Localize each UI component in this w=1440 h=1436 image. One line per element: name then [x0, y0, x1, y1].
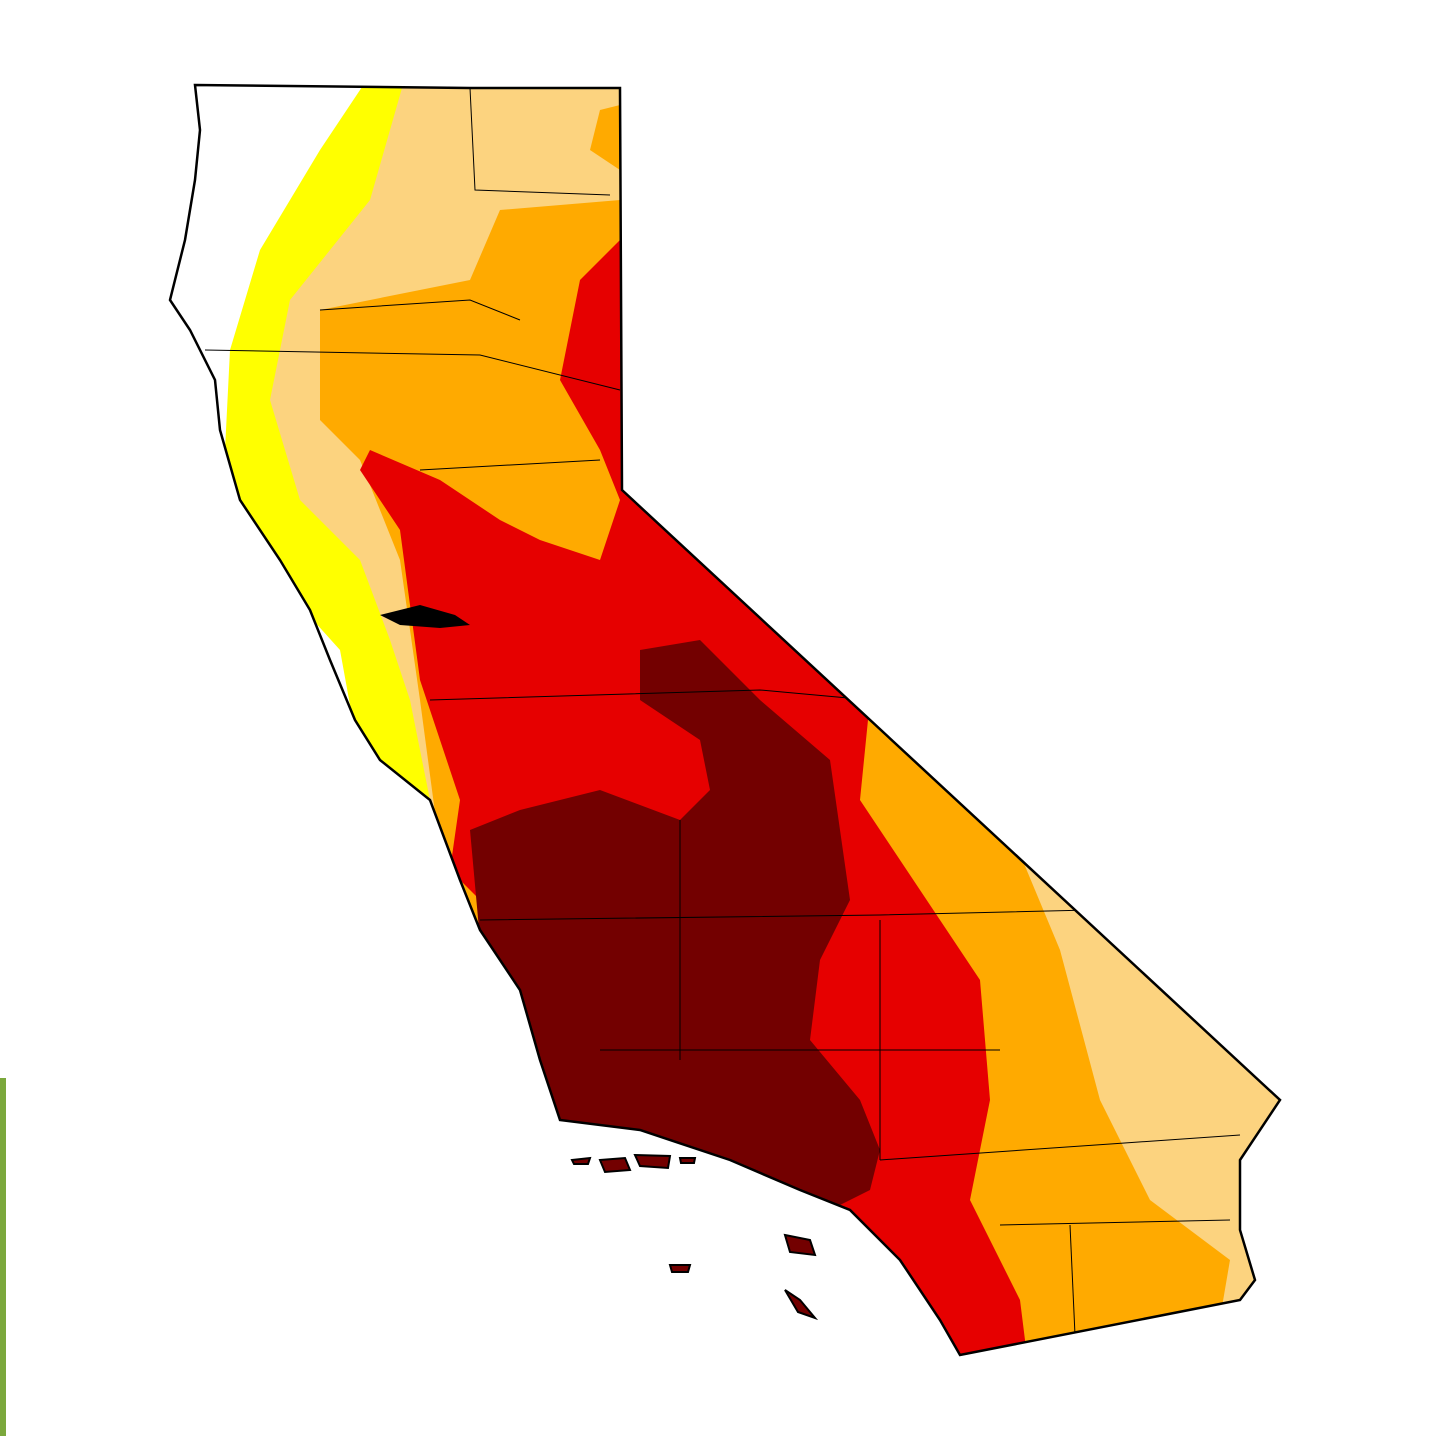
county-line — [479, 909, 1091, 921]
island — [783, 1233, 817, 1257]
island — [784, 1289, 819, 1321]
island — [598, 1156, 632, 1174]
county-line — [204, 349, 621, 391]
county-line — [999, 1219, 1231, 1226]
islands — [570, 1153, 819, 1321]
island — [668, 1264, 692, 1273]
island — [678, 1157, 697, 1164]
county-line — [419, 459, 601, 471]
county-line — [319, 299, 521, 321]
island — [633, 1153, 672, 1170]
county-line — [469, 87, 611, 196]
county-lines — [204, 87, 1241, 1336]
county-line — [879, 1134, 1241, 1161]
bay — [380, 605, 470, 628]
edge-bar — [0, 1078, 6, 1436]
county-line — [1069, 1224, 1076, 1336]
island — [570, 1156, 592, 1165]
county-line — [429, 689, 871, 701]
exceptional-drought — [470, 640, 880, 1210]
